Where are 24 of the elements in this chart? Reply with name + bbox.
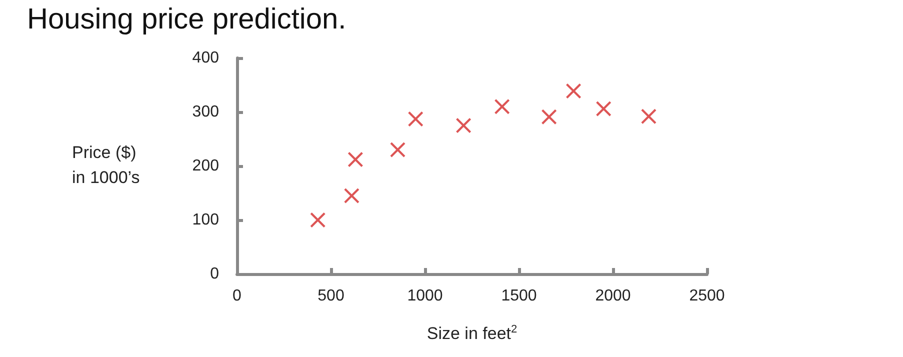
point [542,109,557,124]
y-tick-label: 0 [210,266,220,282]
y-axis-title: Price ($) in 1000’s [72,143,140,187]
x-tick-label: 1000 [407,288,443,304]
y-tick-label: 400 [192,50,220,66]
y-tick-label: 200 [192,158,220,174]
point [408,112,424,127]
point [344,188,360,204]
point [641,108,656,124]
point [494,99,510,114]
y-tick-label: 300 [192,104,220,120]
point [566,83,582,98]
point [456,118,472,133]
point [348,152,363,168]
point [310,212,326,228]
x-tick-label: 500 [318,288,344,304]
x-tick-label: 1500 [501,288,537,304]
point [390,142,406,158]
y-tick-label: 100 [192,212,220,228]
x-tick-label: 2000 [595,288,631,304]
x-tick-label: 2500 [689,288,725,304]
point [596,101,612,116]
chart-title: Housing price prediction. [27,4,346,36]
x-tick-label: 0 [232,288,242,304]
